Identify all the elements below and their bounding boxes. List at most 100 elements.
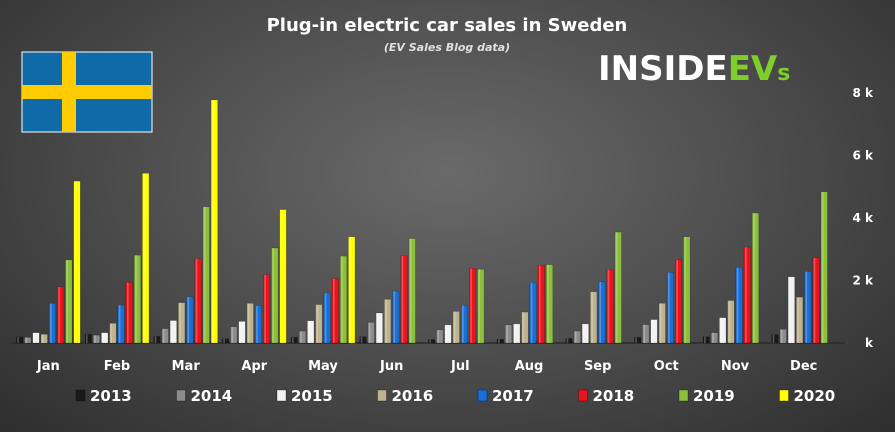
bar-highlight <box>272 248 275 343</box>
bar-highlight <box>506 324 508 343</box>
legend-label-2017: 2017 <box>492 387 534 405</box>
chart-title: Plug-in electric car sales in Sweden <box>267 15 628 36</box>
bar-2018-aug <box>537 264 545 344</box>
bar-2018-mar <box>194 258 202 344</box>
bar-2018-may <box>331 278 339 344</box>
bar-highlight <box>143 173 145 343</box>
bar-highlight <box>264 274 266 343</box>
x-tick-label-jan: Jan <box>36 359 60 374</box>
bar-highlight <box>401 255 404 343</box>
legend-swatch-2019 <box>678 389 689 402</box>
bar-highlight <box>676 259 678 343</box>
sweden-flag-icon <box>21 51 153 133</box>
bar-highlight <box>110 323 113 343</box>
bar-2015-dec <box>787 276 795 344</box>
bar-2017-jan <box>48 303 56 344</box>
bar-highlight <box>789 276 791 344</box>
bar-2019-jan <box>65 259 73 344</box>
legend-label-2020: 2020 <box>794 387 836 405</box>
bar-highlight <box>102 332 104 343</box>
bar-highlight <box>547 264 549 343</box>
bar-2017-mar <box>186 296 194 344</box>
bar-2015-jan <box>32 332 40 344</box>
bar-2017-may <box>323 292 331 344</box>
bar-2013-jan <box>16 336 24 344</box>
bar-highlight <box>292 337 294 343</box>
bar-highlight <box>360 336 363 344</box>
bar-highlight <box>772 334 775 343</box>
bar-2014-jan <box>24 337 32 344</box>
legend: 2013 2014 2015 2016 2017 2018 2019 2020 <box>75 387 836 405</box>
bar-highlight <box>94 335 96 343</box>
bar-2018-nov <box>743 246 751 344</box>
bar-highlight <box>135 255 137 343</box>
bar-2019-nov <box>751 212 760 344</box>
bar-highlight <box>50 303 52 343</box>
legend-swatch-2014 <box>176 389 186 402</box>
bar-2019-aug <box>545 264 554 344</box>
legend-label-2018: 2018 <box>593 387 635 405</box>
bar-2014-dec <box>779 329 787 344</box>
bar-highlight <box>745 247 747 343</box>
y-tick-label: 6 k <box>852 149 874 163</box>
bar-highlight <box>720 317 722 343</box>
bar-highlight <box>470 268 472 343</box>
bar-highlight <box>583 323 585 343</box>
x-tick-label-may: May <box>308 359 338 374</box>
bar-highlight <box>704 336 706 344</box>
legend-swatch-2013 <box>75 389 86 402</box>
x-tick-label-mar: Mar <box>172 359 201 374</box>
bar-highlight <box>780 329 783 344</box>
bar-2013-feb <box>84 334 92 344</box>
bar-highlight <box>643 324 646 343</box>
bar-2014-mar <box>161 328 169 344</box>
bar-highlight <box>300 331 302 343</box>
bar-highlight <box>349 236 351 344</box>
bar-2013-mar <box>153 336 161 344</box>
y-tick-label: 8 k <box>852 86 874 100</box>
bar-2019-jun <box>408 238 416 344</box>
bar-2019-dec <box>820 191 828 344</box>
bar-highlight <box>66 259 69 343</box>
legend-swatch-2017 <box>477 389 488 402</box>
bar-2017-jul <box>460 304 468 344</box>
bar-2016-mar <box>178 302 186 344</box>
bar-2013-apr <box>222 338 230 344</box>
bar-highlight <box>736 267 739 343</box>
bar-2013-jul <box>428 339 436 344</box>
bar-highlight <box>805 271 808 343</box>
bar-highlight <box>478 269 481 344</box>
bar-2020-feb <box>142 173 150 344</box>
bar-2015-sep <box>581 323 589 344</box>
bar-highlight <box>445 324 448 343</box>
bar-2014-sep <box>573 330 581 344</box>
bar-highlight <box>591 291 593 344</box>
bar-2016-aug <box>521 311 529 344</box>
bar-highlight <box>409 238 412 343</box>
y-tick-label: 2 k <box>852 274 874 288</box>
bar-2017-jun <box>392 290 400 344</box>
bar-highlight <box>25 337 28 343</box>
bar-2015-jun <box>375 312 383 344</box>
bar-highlight <box>324 293 327 343</box>
y-tick-label: k <box>865 336 874 350</box>
bar-2018-jun <box>400 255 408 344</box>
y-axis-ticks: k 2 k 4 k 6 k 8 k <box>852 86 874 350</box>
insideevs-logo: INSIDEEVs <box>598 49 790 89</box>
bar-2015-feb <box>101 332 109 344</box>
bar-2016-may <box>315 304 323 344</box>
bar-2018-sep <box>606 269 614 344</box>
bar-highlight <box>86 334 88 344</box>
bar-2017-oct <box>666 272 674 344</box>
bar-2016-oct <box>658 303 666 344</box>
logo-part-ev: EV <box>728 49 778 89</box>
bar-highlight <box>651 319 654 343</box>
bar-highlight <box>171 320 173 343</box>
x-tick-label-feb: Feb <box>104 359 130 374</box>
bar-highlight <box>522 312 525 343</box>
bar-2013-jun <box>359 336 367 344</box>
bar-2019-mar <box>202 206 210 344</box>
bar-highlight <box>574 331 577 343</box>
bar-2013-aug <box>496 339 504 344</box>
bar-highlight <box>195 258 198 343</box>
